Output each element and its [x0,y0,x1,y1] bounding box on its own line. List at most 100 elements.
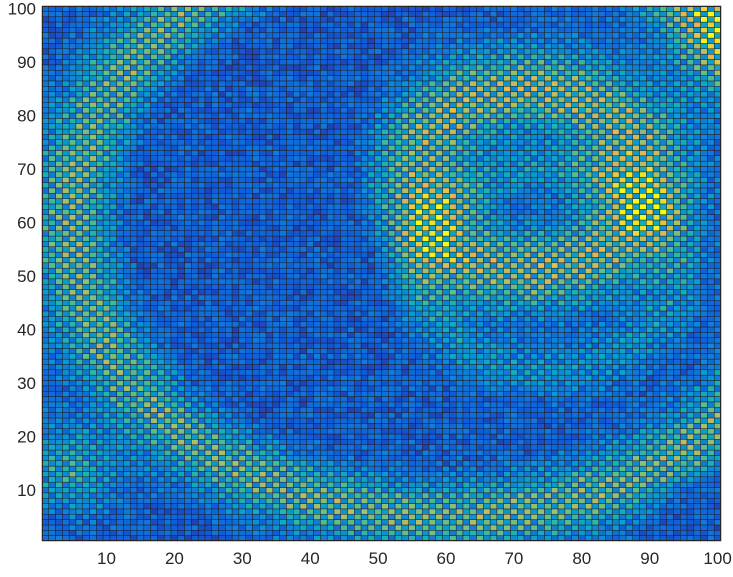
heatmap-cell [388,449,396,456]
heatmap-cell [700,465,708,472]
heatmap-cell [306,374,314,381]
heatmap-cell [632,310,640,317]
heatmap-cell [707,380,715,387]
heatmap-cell [551,342,559,349]
heatmap-cell [143,412,151,419]
heatmap-cell [313,326,321,333]
heatmap-cell [313,332,321,338]
heatmap-cell [265,524,274,531]
heatmap-cell [225,407,233,413]
heatmap-cell [713,508,722,515]
heatmap-cell [252,423,260,429]
heatmap-cell [163,321,172,328]
heatmap-cell [340,444,348,451]
heatmap-cell [177,514,185,520]
heatmap-cell [680,310,688,317]
heatmap-cell [157,283,165,290]
heatmap-cell [272,358,280,365]
heatmap-cell [618,449,627,456]
heatmap-cell [639,433,647,440]
heatmap-cell [48,439,56,445]
heatmap-cell [191,300,199,306]
heatmap-cell [517,390,525,397]
heatmap-cell [347,283,355,290]
heatmap-cell [625,380,633,387]
heatmap-cell [618,524,627,531]
heatmap-cell [170,433,179,440]
heatmap-cell [544,289,552,296]
heatmap-cell [435,524,443,531]
heatmap-cell [225,273,233,280]
heatmap-cell [367,492,375,499]
heatmap-cell [591,428,600,435]
heatmap-cell [333,342,341,349]
heatmap-cell [116,337,124,344]
heatmap-cell [225,492,233,499]
heatmap-cell [272,530,280,536]
heatmap-cell [401,374,409,381]
heatmap-cell [537,278,545,285]
heatmap-cell [75,433,83,440]
heatmap-cell [136,342,145,349]
heatmap-cell [625,508,633,515]
heatmap-cell [245,433,253,440]
heatmap-cell [618,316,627,322]
heatmap-cell [537,310,545,317]
heatmap-cell [360,423,369,429]
heatmap-cell [102,326,111,333]
heatmap-cell [612,530,620,536]
heatmap-cell [605,289,613,296]
heatmap-cell [415,369,423,376]
heatmap-cell [163,497,172,504]
heatmap-cell [632,342,640,349]
heatmap-cell [408,497,416,504]
heatmap-cell [265,278,274,285]
heatmap-cell [394,326,403,333]
heatmap-cell [530,348,538,354]
heatmap-cell [388,369,396,376]
heatmap-cell [123,332,131,338]
heatmap-cell [551,353,559,360]
heatmap-cell [510,273,518,280]
heatmap-cell [68,278,77,285]
heatmap-cell [143,503,151,510]
heatmap-cell [231,273,240,280]
heatmap-cell [489,316,498,322]
heatmap-cell [544,385,552,392]
heatmap-cell [503,289,511,296]
heatmap-cell [652,476,661,483]
heatmap-cell [551,465,559,472]
heatmap-cell [422,337,430,344]
heatmap-cell [632,305,640,312]
heatmap-cell [197,283,206,290]
heatmap-cell [632,519,640,526]
heatmap-cell [381,278,389,285]
heatmap-cell [483,492,491,499]
heatmap-cell [442,497,450,504]
heatmap-cell [544,439,552,445]
heatmap-cell [564,374,572,381]
heatmap-cell [483,444,491,451]
heatmap-cell [62,449,70,456]
heatmap-cell [673,348,681,354]
heatmap-cell [632,455,640,461]
heatmap-cell [279,358,287,365]
heatmap-cell [700,294,708,301]
heatmap-cell [48,417,56,424]
heatmap-cell [136,326,145,333]
heatmap-cell [700,278,708,285]
heatmap-cell [89,471,97,478]
heatmap-cell [367,530,375,536]
heatmap-cell [415,407,423,413]
heatmap-cell [340,289,348,296]
heatmap-cell [89,487,97,494]
heatmap-cell [313,530,321,536]
heatmap-cell [455,455,464,461]
heatmap-cell [286,455,294,461]
heatmap-cell [41,278,50,285]
heatmap-cell [666,401,674,408]
heatmap-cell [469,492,477,499]
heatmap-cell [510,342,518,349]
heatmap-cell [197,342,206,349]
heatmap-cell [293,417,301,424]
